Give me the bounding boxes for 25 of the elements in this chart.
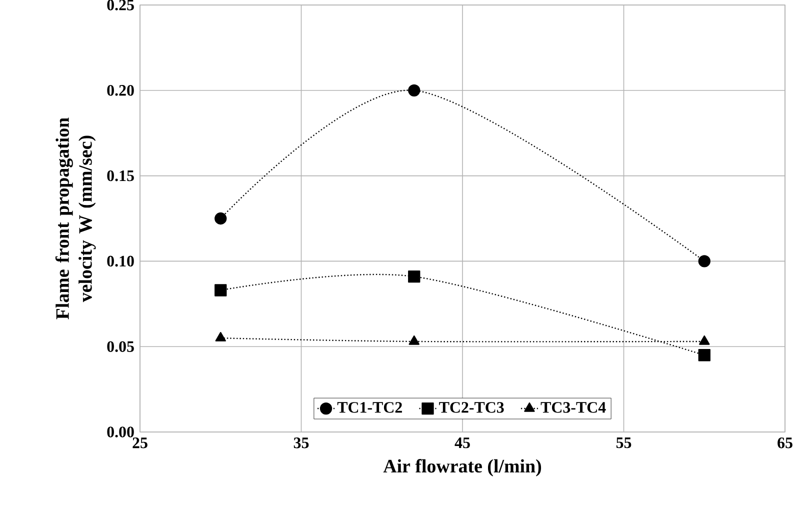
y-axis-title: Flame front propagation velocity W (mm/sec) [55, 118, 96, 320]
y-tick-label: 0.25 [107, 0, 134, 10]
point [408, 335, 420, 345]
y-tick-label: 0.05 [107, 341, 134, 352]
legend-label: TC2-TC3 [439, 402, 504, 413]
point [698, 349, 710, 362]
x-tick-label: 35 [294, 438, 309, 448]
y-tick-label: 0.20 [107, 84, 134, 96]
point [214, 212, 227, 225]
point [699, 335, 710, 345]
point [698, 255, 710, 268]
x-tick-label: 45 [454, 438, 470, 448]
x-tick-label: 65 [778, 438, 792, 448]
point [215, 332, 226, 342]
y-tick-label: 0.10 [107, 256, 134, 267]
point [214, 284, 227, 296]
x-tick-label: 25 [132, 438, 148, 448]
y-tick-label: 0.15 [107, 170, 134, 182]
x-tick-label: 55 [616, 438, 632, 448]
y-tick-label: 0.00 [107, 426, 134, 438]
point [408, 270, 420, 283]
legend-label: TC1-TC2 [337, 402, 402, 413]
legend-label: TC3-TC4 [540, 402, 606, 413]
point [408, 84, 420, 96]
x-axis-title: Air flowrate (l/min) [383, 459, 542, 476]
